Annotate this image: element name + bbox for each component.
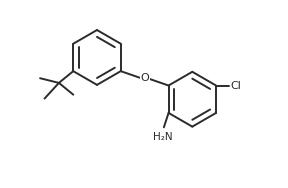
- Text: H₂N: H₂N: [153, 132, 173, 142]
- Text: Cl: Cl: [230, 80, 241, 90]
- Text: O: O: [140, 73, 149, 83]
